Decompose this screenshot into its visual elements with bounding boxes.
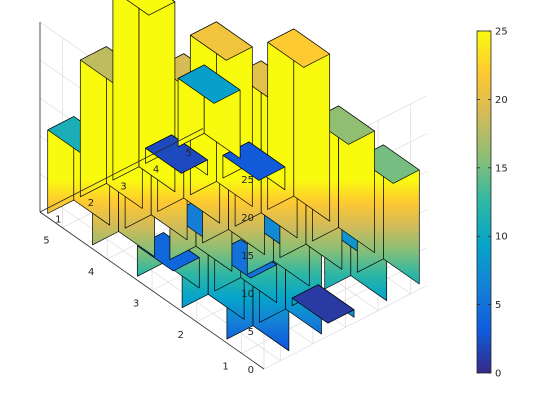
col-axis-line [39, 128, 204, 213]
z-tick-label: 5 [248, 327, 254, 338]
bar-r3-c5 [267, 28, 331, 222]
colorbar-scale [476, 30, 492, 374]
col-tick-label: 1 [55, 215, 61, 226]
row-tick-label: 2 [178, 330, 184, 341]
bar-face-front [112, 0, 140, 181]
z-tick-label: 25 [241, 175, 254, 186]
colorbar-tick-label: 20 [495, 95, 508, 106]
bar-face-top [177, 64, 241, 104]
bar-r5-c5 [177, 64, 241, 159]
colorbar-tick-label: 0 [495, 369, 501, 380]
z-tick-label: 10 [241, 289, 254, 300]
bar-face-top [267, 28, 331, 68]
row-tick-label: 1 [222, 361, 228, 372]
row-tick-label: 4 [88, 267, 94, 278]
bar-face-top [189, 21, 253, 61]
z-tick-label: 0 [248, 365, 254, 376]
col-tick-label: 2 [88, 198, 94, 209]
row-tick-label: 3 [133, 299, 139, 310]
colorbar-tick-label: 25 [495, 27, 508, 38]
bar-face-top [126, 0, 176, 16]
colorbar: 0 5 10 15 20 25 [476, 27, 508, 380]
col-tick-label: 4 [153, 165, 159, 176]
colorbar-ticks: 0 5 10 15 20 25 [477, 27, 508, 380]
z-tick-label: 15 [241, 251, 254, 262]
bar-r1-c3 [291, 284, 355, 324]
col-tick-label: 5 [186, 148, 192, 159]
colorbar-tick-label: 10 [495, 232, 508, 243]
bar-face-top [291, 284, 355, 324]
z-tick-label: 20 [241, 213, 254, 224]
colorbar-tick-label: 15 [495, 163, 508, 174]
bars [47, 0, 420, 352]
row-tick-label: 5 [43, 236, 49, 247]
bar-face-top [145, 134, 208, 174]
bar-r5-c3 [112, 0, 176, 193]
col-tick-label: 3 [120, 181, 126, 192]
row-axis-line [39, 211, 265, 370]
colorbar-tick-label: 5 [495, 300, 501, 311]
